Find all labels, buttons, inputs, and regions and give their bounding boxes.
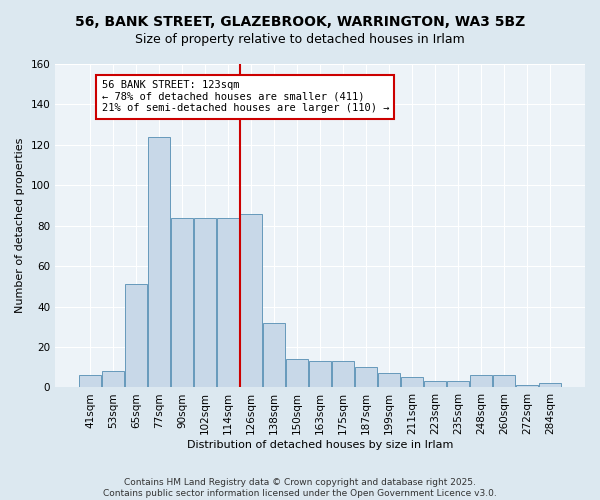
Y-axis label: Number of detached properties: Number of detached properties bbox=[15, 138, 25, 314]
Text: Contains HM Land Registry data © Crown copyright and database right 2025.
Contai: Contains HM Land Registry data © Crown c… bbox=[103, 478, 497, 498]
Bar bbox=[148, 137, 170, 388]
Bar bbox=[539, 384, 561, 388]
Bar bbox=[263, 323, 285, 388]
Bar bbox=[355, 367, 377, 388]
Bar bbox=[309, 361, 331, 388]
Bar bbox=[194, 218, 216, 388]
Bar bbox=[332, 361, 354, 388]
Bar bbox=[102, 372, 124, 388]
Bar bbox=[447, 382, 469, 388]
Bar bbox=[516, 386, 538, 388]
Text: 56, BANK STREET, GLAZEBROOK, WARRINGTON, WA3 5BZ: 56, BANK STREET, GLAZEBROOK, WARRINGTON,… bbox=[75, 15, 525, 29]
Bar bbox=[493, 376, 515, 388]
Bar bbox=[470, 376, 492, 388]
X-axis label: Distribution of detached houses by size in Irlam: Distribution of detached houses by size … bbox=[187, 440, 453, 450]
Bar bbox=[240, 214, 262, 388]
Bar bbox=[401, 378, 423, 388]
Bar bbox=[125, 284, 147, 388]
Text: Size of property relative to detached houses in Irlam: Size of property relative to detached ho… bbox=[135, 32, 465, 46]
Bar bbox=[286, 359, 308, 388]
Bar bbox=[171, 218, 193, 388]
Bar bbox=[424, 382, 446, 388]
Bar bbox=[378, 374, 400, 388]
Bar bbox=[217, 218, 239, 388]
Text: 56 BANK STREET: 123sqm
← 78% of detached houses are smaller (411)
21% of semi-de: 56 BANK STREET: 123sqm ← 78% of detached… bbox=[101, 80, 389, 114]
Bar bbox=[79, 376, 101, 388]
